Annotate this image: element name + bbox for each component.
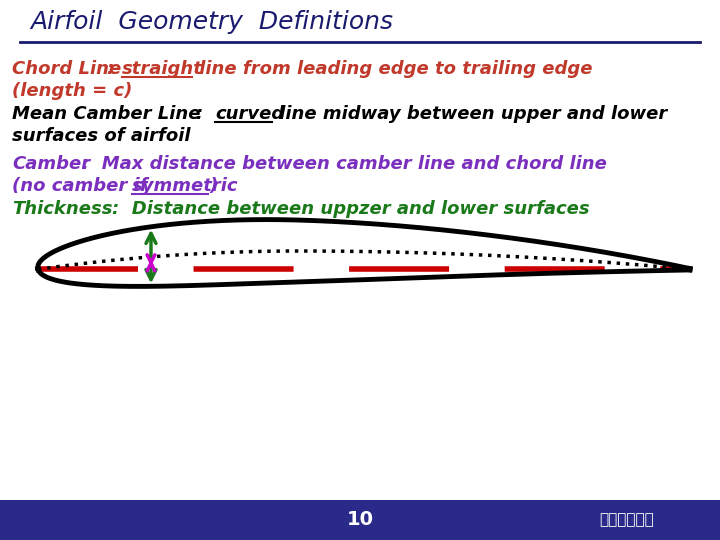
Text: curved: curved	[215, 105, 284, 123]
Text: :: :	[196, 105, 216, 123]
Text: line from leading edge to trailing edge: line from leading edge to trailing edge	[193, 60, 593, 78]
Text: line midway between upper and lower: line midway between upper and lower	[273, 105, 667, 123]
Text: straight: straight	[122, 60, 203, 78]
Text: (length = c): (length = c)	[12, 82, 132, 100]
Text: :  Max distance between camber line and chord line: : Max distance between camber line and c…	[82, 155, 607, 173]
Text: Chord Line: Chord Line	[12, 60, 121, 78]
Text: :: :	[107, 60, 127, 78]
Text: (no camber if: (no camber if	[12, 177, 154, 195]
Text: Airfoil  Geometry  Definitions: Airfoil Geometry Definitions	[30, 10, 393, 34]
Text: symmetric: symmetric	[132, 177, 238, 195]
Text: :  Distance between uppzer and lower surfaces: : Distance between uppzer and lower surf…	[112, 200, 590, 218]
Text: surfaces of airfoil: surfaces of airfoil	[12, 127, 191, 145]
Text: 10: 10	[346, 510, 374, 529]
Text: ): )	[209, 177, 217, 195]
Text: Mean Camber Line: Mean Camber Line	[12, 105, 200, 123]
Text: Camber: Camber	[12, 155, 90, 173]
Text: Thickness: Thickness	[12, 200, 112, 218]
Text: 항공공학기론: 항공공학기론	[599, 512, 654, 527]
